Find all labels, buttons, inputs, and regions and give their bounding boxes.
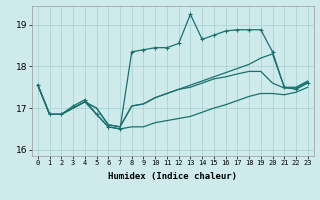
X-axis label: Humidex (Indice chaleur): Humidex (Indice chaleur) [108, 172, 237, 181]
